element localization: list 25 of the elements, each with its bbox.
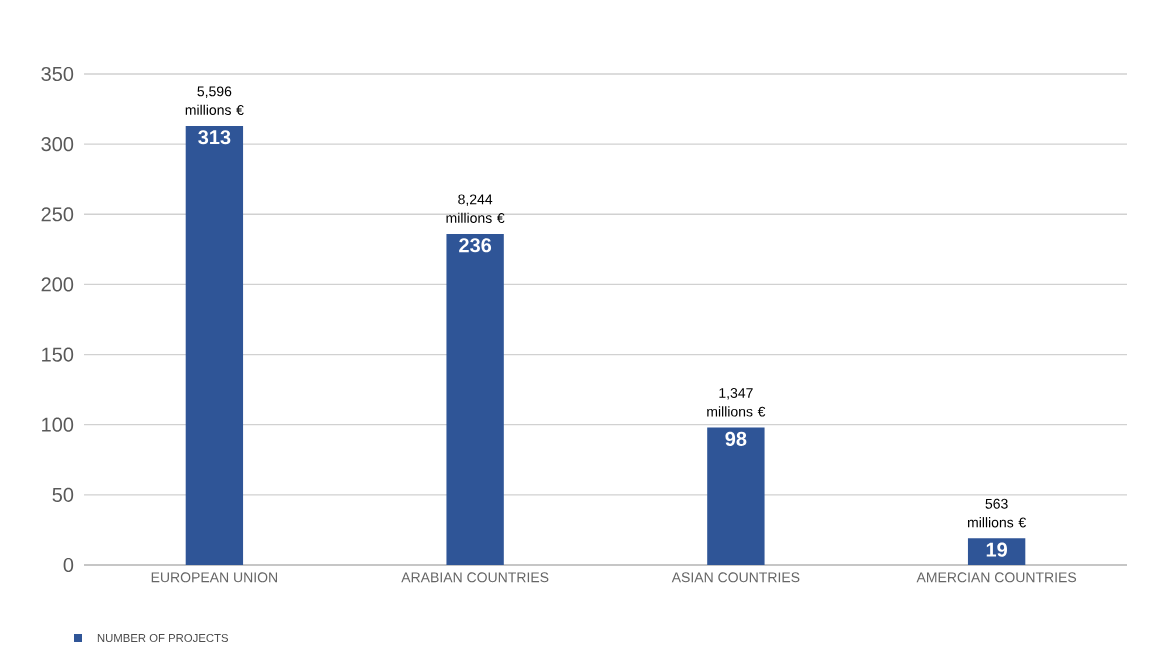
data-label: 236 (459, 238, 492, 253)
x-tick-label: AMERCIAN COUNTRIES (916, 572, 1077, 583)
y-tick-label: 200 (41, 277, 74, 292)
annotation: 1,347 millions € (707, 388, 766, 417)
x-tick-label: ASIAN COUNTRIES (671, 572, 800, 583)
bar (446, 233, 504, 565)
x-tick-label: EUROPEAN UNION (151, 572, 278, 583)
y-tick-label: 50 (52, 487, 74, 502)
y-tick-label: 250 (41, 207, 74, 222)
y-tick-label: 0 (63, 557, 74, 573)
data-label: 313 (198, 130, 231, 145)
y-tick-label: 100 (42, 417, 74, 432)
legend-label: NUMBER OF PROJECTS (97, 633, 229, 642)
bar (707, 427, 765, 565)
annotation: 5,596 millions € (185, 86, 244, 115)
bar (185, 125, 244, 565)
annotation: 563 millions € (967, 498, 1026, 528)
annotation: 8,244 millions € (446, 194, 505, 223)
x-tick-label: ARABIAN COUNTRIES (401, 572, 549, 583)
data-label: 19 (986, 542, 1007, 557)
y-tick-label: 350 (41, 66, 74, 82)
bar (967, 538, 1026, 565)
y-tick-label: 300 (41, 137, 74, 152)
data-label: 98 (725, 431, 747, 446)
y-tick-label: 150 (42, 347, 74, 362)
